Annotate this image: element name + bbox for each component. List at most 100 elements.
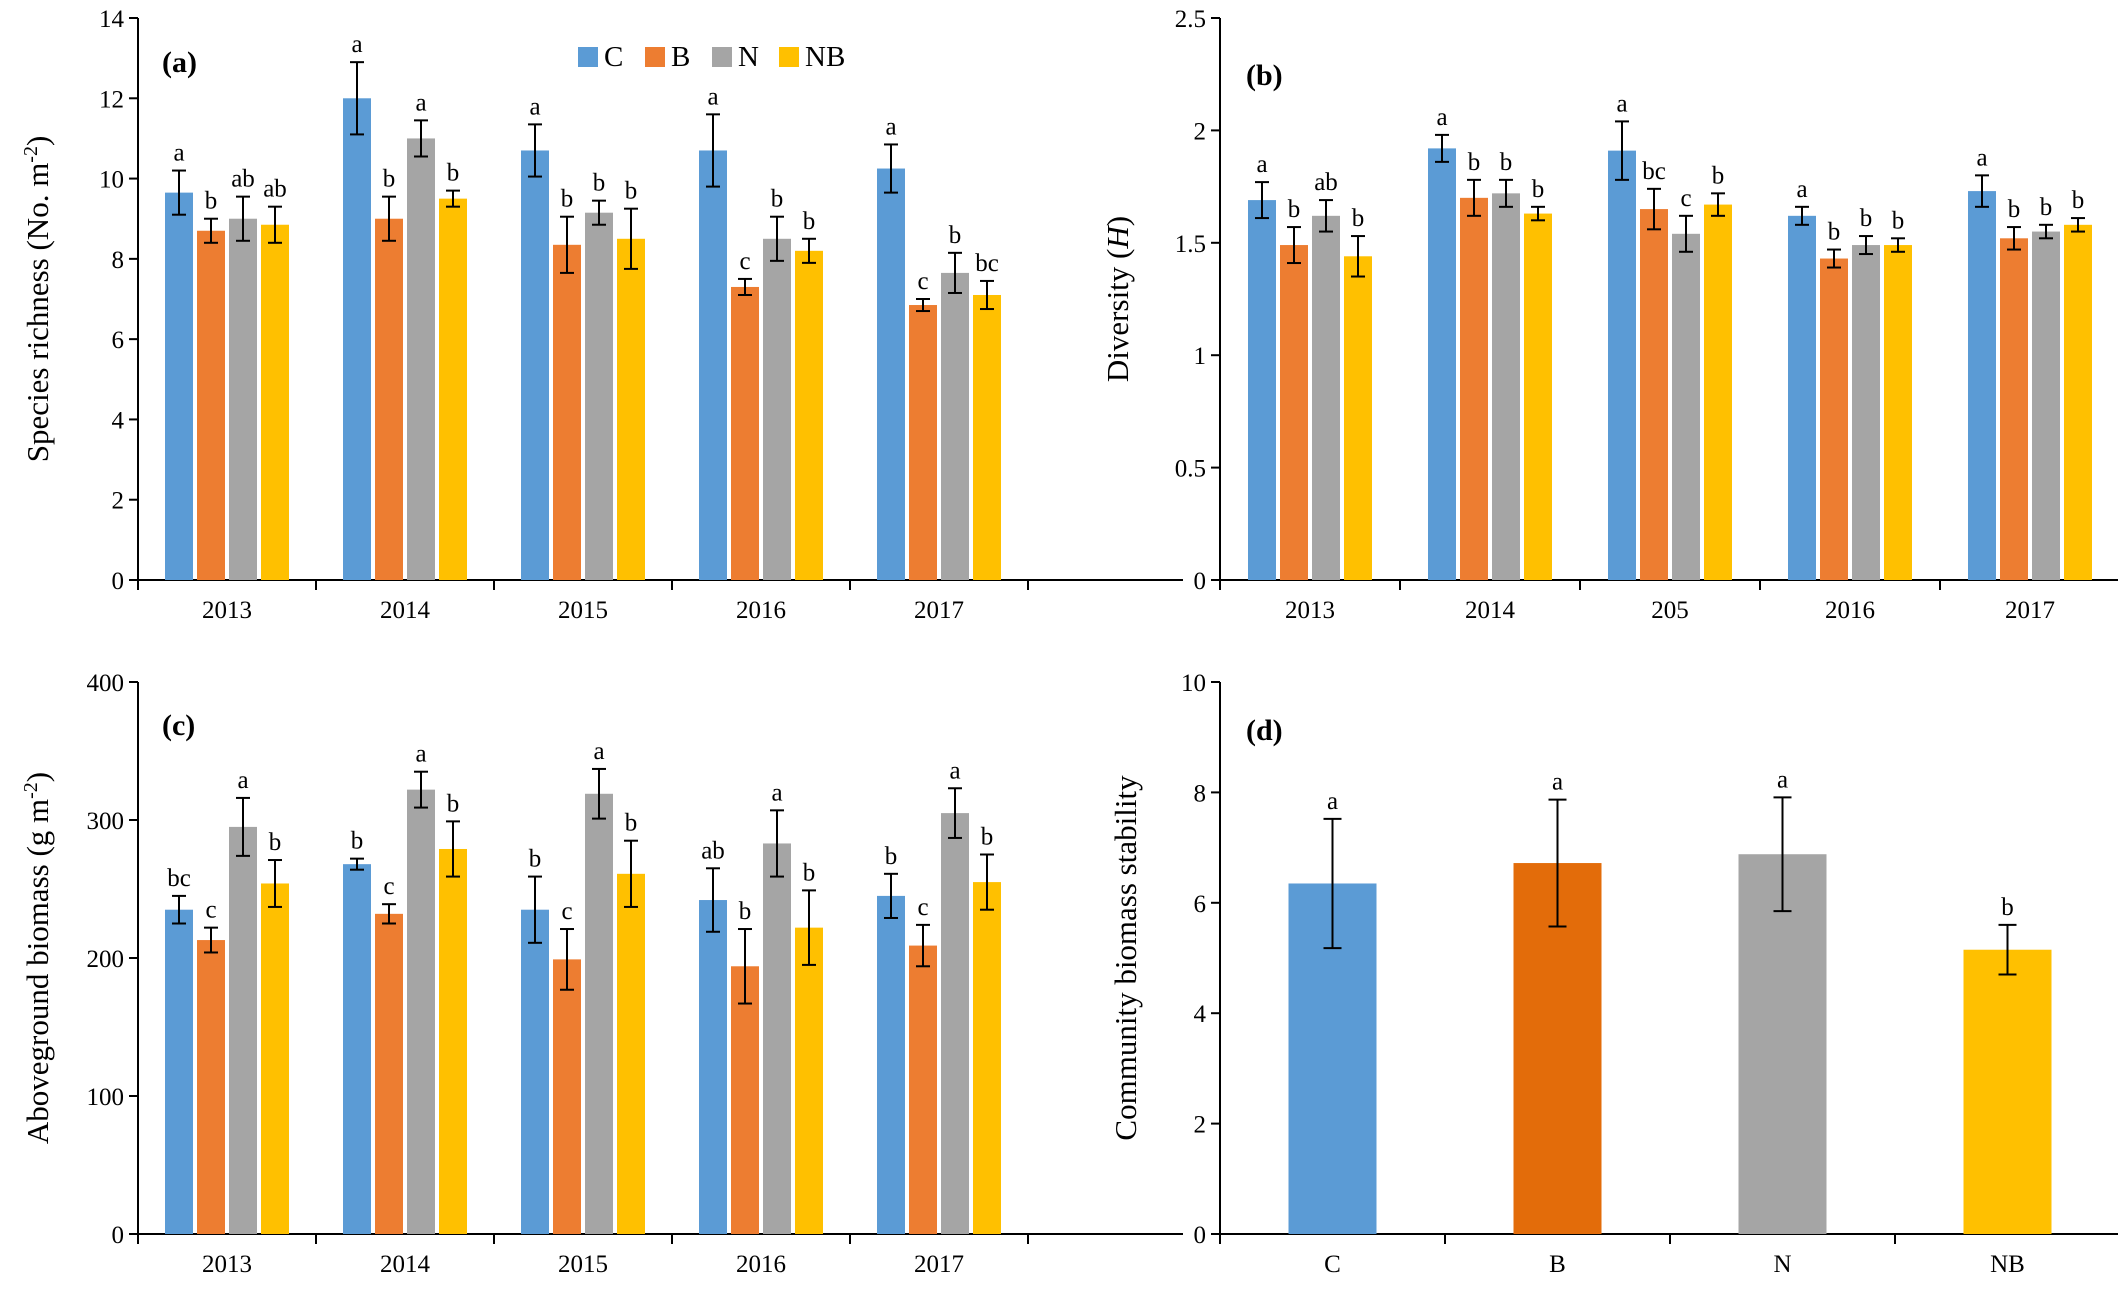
error-bar (1467, 178, 1481, 217)
error-bar (1435, 133, 1449, 163)
bar-nb-2013 (261, 883, 289, 1234)
legend-swatch-b (645, 47, 665, 67)
significance-letter: a (415, 741, 426, 768)
bar-nb-205 (1704, 204, 1732, 581)
significance-letter: a (771, 779, 782, 806)
error-bar (382, 903, 396, 925)
significance-letter: c (205, 897, 216, 924)
error-bar (980, 853, 994, 911)
y-tick-label: 100 (87, 1084, 125, 1111)
error-bar (916, 298, 930, 313)
bar-b-2017 (909, 945, 937, 1234)
bar-b-2015 (553, 959, 581, 1234)
panel-label: (c) (162, 709, 195, 742)
error-bar (802, 237, 816, 264)
bar-nb-2017 (973, 294, 1001, 580)
x-tick-label: 2017 (914, 1251, 964, 1278)
significance-letter: a (415, 89, 426, 116)
y-tick-label: 8 (112, 247, 125, 274)
error-bar (770, 215, 784, 262)
bar-n-2014 (1492, 193, 1520, 580)
error-bar (268, 859, 282, 908)
bar-b-2013 (197, 230, 225, 580)
y-tick-label: 12 (99, 86, 124, 113)
error-bar (350, 857, 364, 871)
significance-letter: b (593, 170, 606, 197)
legend: C B N NB (578, 41, 845, 73)
x-tick-label: NB (1990, 1251, 2025, 1278)
significance-letter: b (2040, 194, 2053, 221)
error-bar (1998, 923, 2017, 976)
x-tick-label: 2016 (1825, 597, 1875, 624)
bar-b-2014 (375, 218, 403, 580)
error-bar (884, 872, 898, 919)
error-bar (706, 113, 720, 188)
error-bar (414, 119, 428, 158)
error-bar (948, 787, 962, 839)
x-tick-label: 2013 (202, 597, 252, 624)
bar-n-2016 (763, 238, 791, 581)
error-bar (802, 889, 816, 966)
bar-n-2013 (229, 218, 257, 580)
significance-letter: b (1828, 219, 1841, 246)
bar-n-2017 (941, 272, 969, 580)
error-bar (172, 894, 186, 925)
y-tick-label: 0.5 (1175, 456, 1206, 483)
error-bar (204, 217, 218, 244)
y-tick-label: 200 (87, 946, 125, 973)
error-bar (236, 796, 250, 857)
bar-c-2017 (877, 895, 905, 1234)
significance-letter: b (885, 843, 898, 870)
error-bar (1351, 235, 1365, 278)
bar-c-2014 (1428, 148, 1456, 580)
panel-label: (d) (1246, 714, 1283, 747)
y-tick-label: 6 (1194, 891, 1207, 918)
bar-n-2014 (407, 138, 435, 580)
bar-c-2013 (165, 192, 193, 580)
error-bar (1323, 817, 1342, 950)
significance-letter: b (1712, 162, 1725, 189)
significance-letter: c (1680, 185, 1691, 212)
bar-nb-2014 (439, 848, 467, 1234)
bar-nb-2016 (1884, 245, 1912, 580)
bar-b-2017 (2000, 238, 2028, 580)
y-tick-label: 10 (99, 167, 124, 194)
error-bar (592, 199, 606, 226)
x-tick-label: 205 (1651, 597, 1689, 624)
error-bar (446, 820, 460, 878)
x-tick-label: 2015 (558, 597, 608, 624)
error-bar (528, 123, 542, 178)
bar-b-2013 (197, 940, 225, 1234)
y-tick-label: 8 (1194, 780, 1207, 807)
legend-label-c: C (604, 41, 623, 73)
bar-b-2016 (1820, 258, 1848, 580)
y-tick-label: 0 (112, 568, 125, 595)
error-bar (980, 279, 994, 311)
legend-swatch-c (578, 47, 598, 67)
significance-letter: a (1327, 788, 1338, 815)
error-bar (916, 923, 930, 968)
error-bar (2007, 226, 2021, 251)
error-bar (770, 809, 784, 878)
significance-letter: a (1976, 144, 1987, 171)
bar-b-2013 (1280, 245, 1308, 580)
significance-letter: a (1552, 769, 1563, 796)
error-bar (948, 251, 962, 294)
bar-n-2016 (1852, 245, 1880, 580)
x-tick-label: 2017 (2005, 597, 2055, 624)
significance-letter: b (2072, 187, 2085, 214)
significance-letter: bc (1642, 158, 1666, 185)
bar-n-2014 (407, 789, 435, 1234)
significance-letter: bc (975, 250, 999, 277)
error-bar (1499, 178, 1513, 208)
significance-letter: a (593, 738, 604, 765)
error-bar (1319, 199, 1333, 233)
bar-b-2015 (553, 244, 581, 581)
significance-letter: b (1500, 149, 1513, 176)
bar-n-2015 (585, 212, 613, 580)
error-bar (446, 189, 460, 208)
significance-letter: b (803, 208, 816, 235)
significance-letter: b (625, 178, 638, 205)
